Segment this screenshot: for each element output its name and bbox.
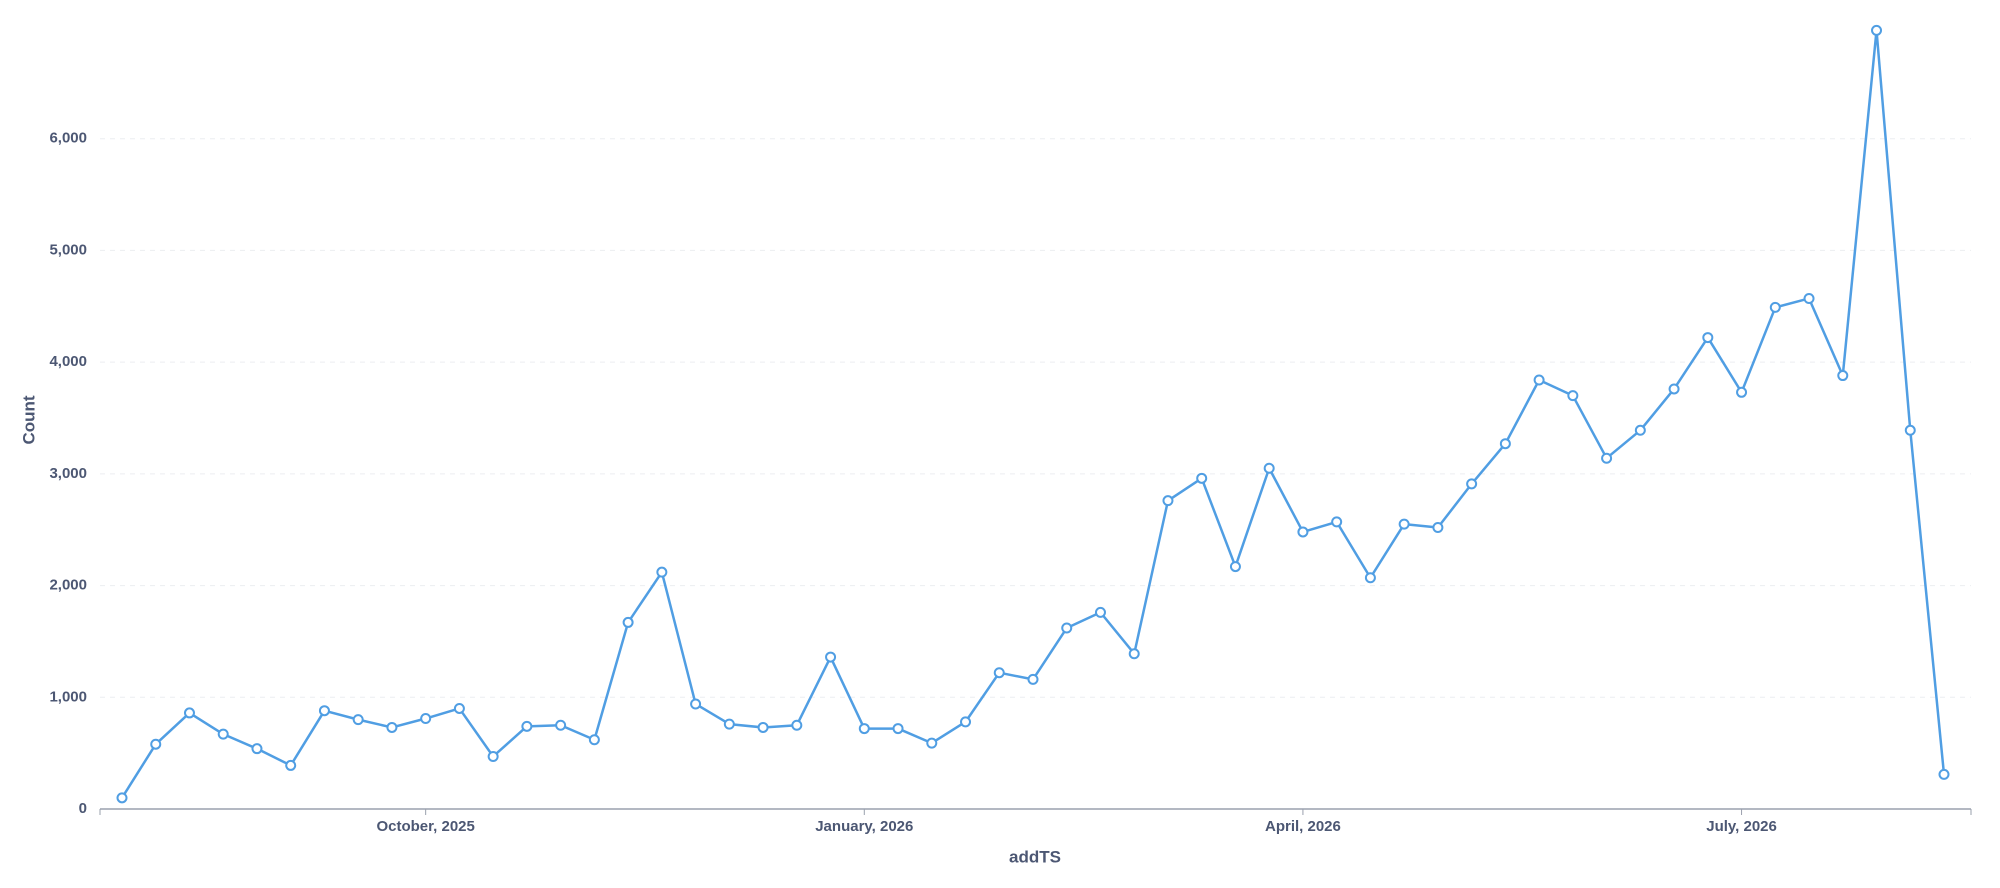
data-point — [487, 750, 499, 762]
data-point — [1567, 390, 1579, 402]
data-point — [1769, 301, 1781, 313]
data-point — [1364, 572, 1376, 584]
x-tick-label: April, 2026 — [1265, 818, 1341, 835]
y-tick-label: 1,000 — [49, 688, 87, 705]
data-point — [318, 705, 330, 717]
data-point — [251, 743, 263, 755]
x-axis-title: addTS — [1009, 847, 1061, 866]
y-tick-label: 5,000 — [49, 241, 87, 258]
data-point — [1128, 648, 1140, 660]
data-point — [622, 616, 634, 628]
data-point — [892, 723, 904, 735]
data-point — [1803, 292, 1815, 304]
x-tick-label: July, 2026 — [1706, 818, 1777, 835]
data-point — [1533, 374, 1545, 386]
data-point — [1634, 424, 1646, 436]
y-tick-label: 4,000 — [49, 353, 87, 370]
data-point — [858, 723, 870, 735]
data-point — [993, 667, 1005, 679]
data-point — [588, 734, 600, 746]
x-tick-label: October, 2025 — [376, 818, 474, 835]
data-point — [1871, 24, 1883, 36]
y-axis-title: Count — [19, 395, 38, 444]
data-point — [116, 792, 128, 804]
data-point — [1331, 516, 1343, 528]
data-point — [285, 759, 297, 771]
data-point — [555, 719, 567, 731]
data-point — [791, 719, 803, 731]
data-point — [656, 566, 668, 578]
data-point — [1904, 424, 1916, 436]
y-tick-label: 2,000 — [49, 577, 87, 594]
data-point — [723, 718, 735, 730]
data-point — [352, 714, 364, 726]
data-point — [690, 698, 702, 710]
data-point — [217, 728, 229, 740]
data-point — [453, 702, 465, 714]
data-point — [1398, 518, 1410, 530]
data-point — [386, 721, 398, 733]
data-point — [1162, 495, 1174, 507]
data-point — [1938, 768, 1950, 780]
y-tick-label: 6,000 — [49, 130, 87, 147]
data-point — [1601, 452, 1613, 464]
data-point — [926, 737, 938, 749]
y-tick-label: 0 — [79, 800, 87, 817]
data-point — [757, 721, 769, 733]
data-point — [1668, 383, 1680, 395]
data-point — [1466, 478, 1478, 490]
data-point — [183, 707, 195, 719]
data-point — [420, 713, 432, 725]
data-point — [1736, 386, 1748, 398]
data-point — [150, 738, 162, 750]
data-point — [1196, 472, 1208, 484]
data-point — [1094, 606, 1106, 618]
y-tick-label: 3,000 — [49, 465, 87, 482]
data-point — [1432, 521, 1444, 533]
data-point — [1702, 332, 1714, 344]
data-point — [825, 651, 837, 663]
data-point — [1837, 370, 1849, 382]
data-point — [960, 716, 972, 728]
data-point — [1229, 561, 1241, 573]
data-point — [521, 720, 533, 732]
data-point — [1499, 438, 1511, 450]
data-point — [1061, 622, 1073, 634]
data-point — [1027, 673, 1039, 685]
x-tick-label: January, 2026 — [815, 818, 913, 835]
data-point — [1297, 526, 1309, 538]
data-point — [1263, 462, 1275, 474]
